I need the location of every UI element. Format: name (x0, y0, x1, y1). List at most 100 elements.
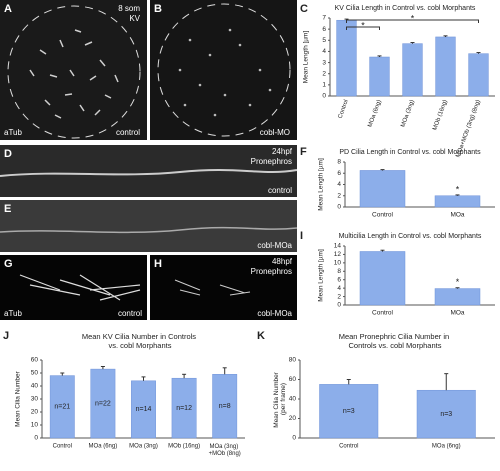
bar (402, 43, 423, 97)
y-tick-label: 0 (34, 435, 38, 442)
cilia-texture (29, 29, 119, 119)
bar (131, 380, 156, 439)
chart-title: Mean KV Cilia Number in Controls vs. cob… (82, 332, 198, 350)
image-label: aTub (4, 128, 22, 137)
x-tick-label: MOa (3ng) (400, 99, 415, 128)
bar (434, 195, 481, 208)
panel-letter: F (300, 146, 307, 158)
y-tick-label: 4 (337, 285, 341, 292)
bar (319, 384, 379, 439)
y-tick-label: 8 (337, 268, 341, 275)
y-tick-label: 12 (334, 251, 342, 258)
significance-mark: * (456, 184, 460, 194)
y-tick-label: 60 (31, 357, 39, 364)
panel-e: E cobl-MOa (0, 200, 298, 252)
panel-letter: E (4, 203, 11, 215)
bar (49, 375, 75, 439)
micrograph (0, 255, 147, 320)
x-tick-label: Control (372, 310, 394, 317)
bar-label: n=3 (440, 411, 452, 418)
y-axis-label: Mean Length [µm] (318, 158, 325, 211)
kv-outline (157, 3, 291, 137)
y-tick-label: 30 (31, 396, 39, 403)
y-tick-label: 80 (289, 357, 297, 364)
bar (212, 374, 238, 439)
chart-title: Mean Pronephric Cilia Number in Controls… (339, 332, 452, 350)
x-tick-label: MOa (6ng) (89, 444, 118, 450)
x-tick-label: MOa (450, 212, 464, 219)
image-label: control (118, 309, 142, 318)
kv-outline (7, 5, 141, 139)
duct (0, 226, 298, 234)
y-tick-label: 0 (322, 93, 326, 100)
x-tick-label: Control (372, 212, 394, 219)
chart-title: Multicilia Length in Control vs. cobl Mo… (339, 233, 482, 240)
micrograph (150, 0, 297, 140)
y-tick-label: 0 (337, 204, 341, 211)
x-tick-label: Control (338, 99, 350, 119)
panel-d: D 24hpf Pronephros control (0, 145, 298, 197)
significance-bracket (346, 19, 479, 23)
panel-letter: I (300, 230, 303, 242)
y-tick-label: 3 (322, 59, 326, 66)
y-tick-label: 2 (337, 293, 341, 300)
y-tick-label: 7 (322, 15, 326, 22)
cilia-texture (174, 279, 251, 296)
micrograph (0, 200, 297, 252)
bar-label: n=14 (136, 406, 152, 413)
x-tick-label: MOa (3ng) +MOb (8ng) (209, 444, 241, 457)
x-tick-label: Control (339, 444, 358, 450)
micrograph (150, 255, 297, 320)
x-tick-label: MOa (6ng) (432, 444, 461, 450)
panel-b: B cobl-MO (150, 0, 297, 140)
y-tick-label: 0 (337, 302, 341, 309)
bar (369, 56, 390, 97)
y-tick-label: 2 (337, 192, 341, 199)
significance-bracket (346, 26, 380, 30)
bar-label: n=12 (176, 405, 192, 412)
bar (359, 170, 406, 208)
chart-title: PD Cilia Length in Control vs. cobl Morp… (339, 149, 481, 156)
image-label: cobl-MOa (257, 241, 292, 250)
panel-letter: D (4, 148, 12, 160)
image-label: control (268, 186, 292, 195)
y-axis-label: Mean Cilia Number (15, 370, 22, 426)
y-tick-label: 4 (322, 48, 326, 55)
cilia-texture (19, 274, 141, 301)
panel-letter: C (300, 3, 308, 15)
bar-label: n=21 (54, 404, 70, 411)
bar-label: n=22 (95, 400, 111, 407)
chart-title: KV Cilia Length in Control vs. cobl Morp… (335, 5, 476, 12)
x-tick-label: MOb (16ng) (432, 99, 449, 131)
y-tick-label: 20 (289, 415, 297, 422)
bar (359, 251, 406, 306)
y-tick-label: 5 (322, 37, 326, 44)
y-axis-label: Mean Length [µm] (318, 249, 325, 302)
duct (0, 169, 298, 177)
y-tick-label: 0 (292, 435, 296, 442)
panel-letter: G (4, 258, 13, 270)
bar (434, 288, 481, 306)
significance-mark: * (361, 20, 365, 30)
significance-mark: * (456, 277, 460, 287)
y-tick-label: 8 (337, 159, 341, 166)
y-axis-label: Mean Cilia Number (per frame) (273, 370, 287, 427)
panel-h: H 48hpf Pronephros cobl-MOa (150, 255, 297, 320)
y-tick-label: 1 (322, 82, 326, 89)
image-label: KV (129, 14, 140, 23)
y-tick-label: 50 (31, 370, 39, 377)
image-label: Pronephros (251, 267, 292, 276)
panel-letter: A (4, 3, 12, 15)
y-tick-label: 10 (31, 422, 39, 429)
panel-letter: K (257, 330, 265, 342)
y-tick-label: 14 (334, 243, 342, 250)
bar-label: n=8 (219, 403, 231, 410)
y-tick-label: 6 (337, 170, 341, 177)
y-tick-label: 40 (31, 383, 39, 390)
panel-letter: H (154, 258, 162, 270)
image-label: 48hpf (272, 257, 293, 266)
image-label: aTub (4, 309, 22, 318)
x-tick-label: MOa (450, 310, 464, 317)
image-label: cobl-MO (260, 128, 290, 137)
